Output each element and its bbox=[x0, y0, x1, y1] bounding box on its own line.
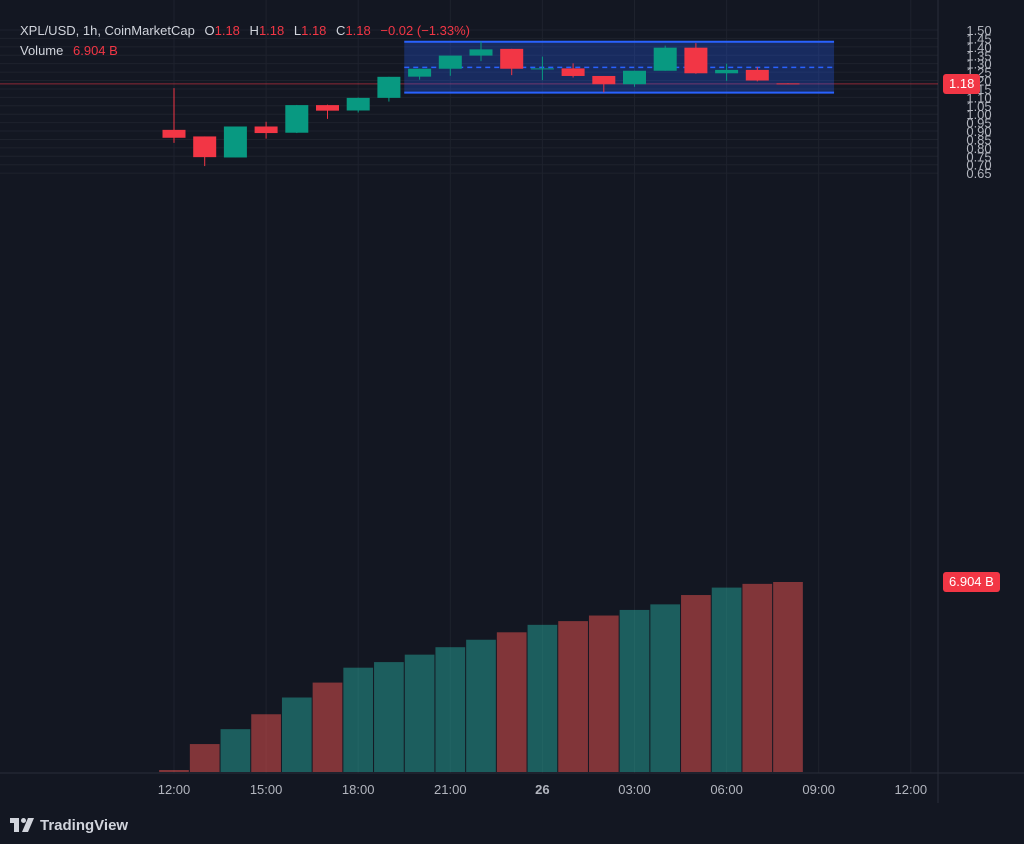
volume-bar bbox=[189, 744, 220, 772]
volume-bar bbox=[312, 682, 343, 772]
time-tick-label: 21:00 bbox=[434, 782, 467, 797]
candle-body bbox=[316, 105, 339, 111]
volume-bar bbox=[496, 632, 527, 772]
time-axis[interactable]: 12:00 15:00 18:00 21:00 26 03:00 06:00 09:00 12:… bbox=[158, 782, 927, 797]
brand-name: TradingView bbox=[40, 816, 129, 834]
candlesticks bbox=[162, 41, 800, 167]
volume-bar bbox=[435, 647, 466, 772]
candle-body bbox=[438, 55, 462, 69]
price-tick-label: 1.30 bbox=[966, 57, 991, 72]
volume-bar bbox=[343, 667, 374, 772]
volume-bar bbox=[619, 609, 650, 772]
candle-body bbox=[193, 136, 217, 158]
candle-body bbox=[776, 83, 800, 85]
time-tick-label: 06:00 bbox=[710, 782, 743, 797]
price-tick-label: 1.05 bbox=[966, 99, 991, 114]
candle-body bbox=[408, 68, 432, 77]
price-tick-label: 1.35 bbox=[966, 48, 991, 63]
volume-bar bbox=[251, 714, 281, 772]
candle-body bbox=[469, 49, 493, 56]
price-axis[interactable]: 1.501.451.401.351.301.251.201.151.101.05… bbox=[966, 23, 991, 181]
volume-bar bbox=[527, 624, 558, 772]
price-tick-label: 1.00 bbox=[966, 107, 991, 122]
open-label: O bbox=[204, 23, 215, 38]
grid-lines bbox=[0, 0, 1024, 803]
time-tick-label: 12:00 bbox=[158, 782, 191, 797]
price-tick-label: 0.65 bbox=[966, 166, 991, 181]
symbol-title[interactable]: XPL/USD, 1h, CoinMarketCap bbox=[20, 23, 195, 38]
time-tick-label: 03:00 bbox=[618, 782, 651, 797]
price-tick-label: 0.90 bbox=[966, 124, 991, 139]
volume-bar bbox=[711, 587, 742, 772]
close-value: 1.18 bbox=[345, 23, 371, 38]
price-tick-label: 0.85 bbox=[966, 132, 991, 147]
volume-bar bbox=[220, 729, 251, 772]
volume-bar bbox=[681, 595, 711, 772]
change-value: −0.02 (−1.33%) bbox=[380, 23, 470, 38]
last-volume-tag: 6.904 B bbox=[943, 572, 1000, 592]
high-value: 1.18 bbox=[258, 23, 285, 38]
price-tick-label: 1.40 bbox=[966, 40, 991, 55]
volume-bar bbox=[374, 662, 404, 772]
volume-bar bbox=[159, 770, 189, 772]
volume-bar bbox=[558, 621, 588, 772]
time-tick-label: 26 bbox=[535, 782, 549, 797]
time-tick-label: 12:00 bbox=[895, 782, 928, 797]
volume-bar bbox=[773, 582, 803, 772]
candle-body bbox=[684, 47, 708, 74]
volume-label[interactable]: Volume bbox=[20, 43, 64, 58]
time-tick-label: 09:00 bbox=[802, 782, 835, 797]
candle-body bbox=[377, 76, 401, 98]
close-label: C bbox=[336, 23, 346, 38]
chart-legend: XPL/USD, 1h, CoinMarketCap O1.18 H1.18 L… bbox=[20, 21, 470, 61]
volume-bar bbox=[650, 604, 681, 772]
last-price-tag: 1.18 bbox=[943, 73, 981, 94]
volume-bar bbox=[742, 583, 773, 772]
candle-body bbox=[500, 48, 524, 69]
volume-bars bbox=[159, 582, 803, 772]
volume-bar bbox=[404, 654, 435, 772]
volume-bar bbox=[466, 639, 496, 772]
price-tick-label: 0.80 bbox=[966, 141, 991, 156]
price-tick-label: 1.45 bbox=[966, 31, 991, 46]
time-tick-label: 15:00 bbox=[250, 782, 283, 797]
candle-body bbox=[623, 70, 646, 85]
candle-body bbox=[254, 126, 278, 134]
footer[interactable]: TradingView bbox=[10, 814, 128, 836]
price-tick-label: 0.75 bbox=[966, 149, 991, 164]
low-label: L bbox=[293, 23, 302, 38]
price-tick-label: 0.95 bbox=[966, 116, 991, 131]
time-tick-label: 18:00 bbox=[342, 782, 375, 797]
price-tick-label: 1.50 bbox=[966, 23, 991, 38]
volume-value: 6.904 B bbox=[73, 43, 118, 58]
low-value: 1.18 bbox=[301, 23, 327, 38]
price-tick-label: 0.70 bbox=[966, 158, 991, 173]
volume-bar bbox=[281, 697, 312, 772]
candle-body bbox=[592, 75, 616, 85]
candle-body bbox=[715, 69, 739, 74]
candle-body bbox=[653, 47, 677, 71]
candle-body bbox=[346, 97, 370, 111]
open-value: 1.18 bbox=[214, 23, 240, 38]
volume-bar bbox=[588, 615, 619, 772]
candle-body bbox=[530, 68, 554, 70]
price-tick-label: 1.10 bbox=[966, 90, 991, 105]
candle-body bbox=[745, 69, 769, 81]
candle-body bbox=[285, 105, 309, 133]
high-label: H bbox=[249, 23, 259, 38]
candle-body bbox=[561, 68, 585, 76]
tradingview-logo-icon bbox=[10, 818, 34, 832]
candle-body bbox=[162, 129, 186, 138]
candle-body bbox=[223, 126, 247, 158]
